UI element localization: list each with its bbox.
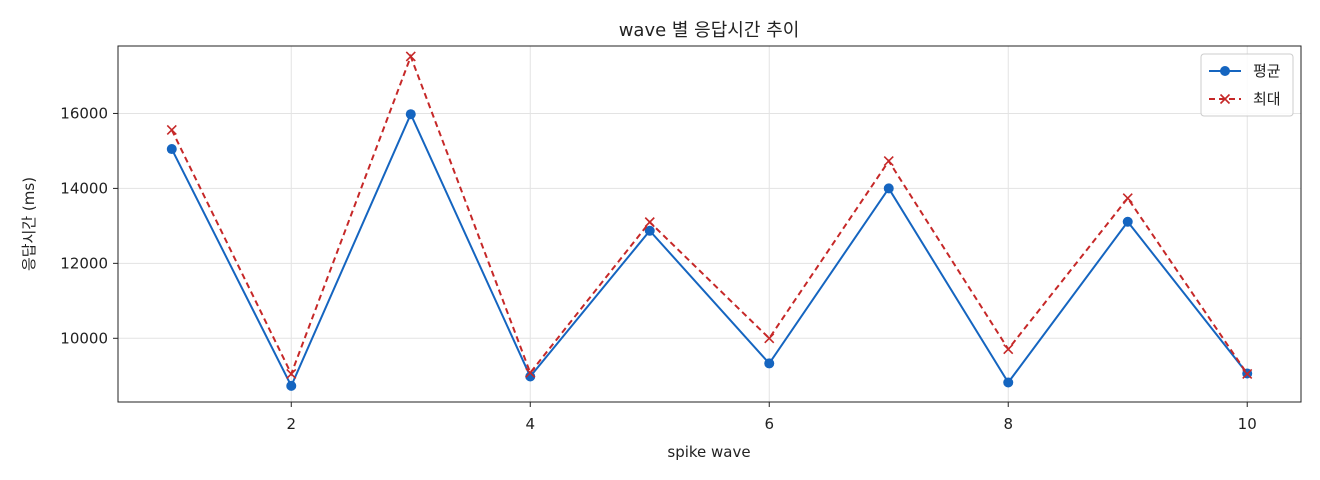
- data-point: [405, 51, 416, 62]
- x-axis-label: spike wave: [667, 443, 750, 461]
- x-tick-label: 6: [764, 415, 774, 433]
- legend-marker: [1219, 93, 1231, 105]
- y-tick-label: 12000: [60, 254, 108, 272]
- y-tick-label: 14000: [60, 179, 108, 197]
- x-tick-label: 10: [1238, 415, 1257, 433]
- y-axis: 10000 12000 14000 16000: [60, 104, 118, 347]
- legend-label: 최대: [1253, 90, 1281, 108]
- data-point: [644, 225, 655, 236]
- data-point: [764, 358, 775, 369]
- data-point: [525, 367, 536, 378]
- x-tick-label: 8: [1003, 415, 1013, 433]
- x-tick-label: 2: [286, 415, 296, 433]
- y-axis-label: 응답시간 (ms): [20, 177, 38, 271]
- data-point: [286, 380, 297, 391]
- data-point: [1122, 193, 1133, 204]
- data-point: [405, 109, 416, 120]
- x-axis: 2 4 6 8 10: [286, 402, 1257, 433]
- data-point: [1003, 377, 1014, 388]
- data-point: [1242, 368, 1253, 379]
- data-point: [1122, 216, 1133, 227]
- y-tick-label: 10000: [60, 329, 108, 347]
- legend-marker: [1220, 66, 1230, 76]
- series-line-1: [170, 111, 1249, 389]
- series-layer: [166, 51, 1253, 391]
- data-point: [883, 183, 894, 194]
- legend-label: 평균: [1253, 62, 1281, 80]
- x-tick-label: 4: [525, 415, 535, 433]
- data-point: [883, 155, 894, 167]
- data-point: [166, 124, 177, 136]
- data-point: [525, 371, 536, 382]
- data-point: [764, 333, 775, 344]
- data-point: [644, 217, 655, 228]
- series-line-2: [170, 53, 1249, 377]
- data-point: [286, 368, 297, 379]
- chart-title: wave 별 응답시간 추이: [619, 20, 800, 41]
- grid: [118, 46, 1301, 402]
- plot-frame: [117, 45, 1302, 403]
- data-point: [166, 144, 177, 155]
- data-point: [1003, 344, 1014, 355]
- y-tick-label: 16000: [60, 104, 108, 122]
